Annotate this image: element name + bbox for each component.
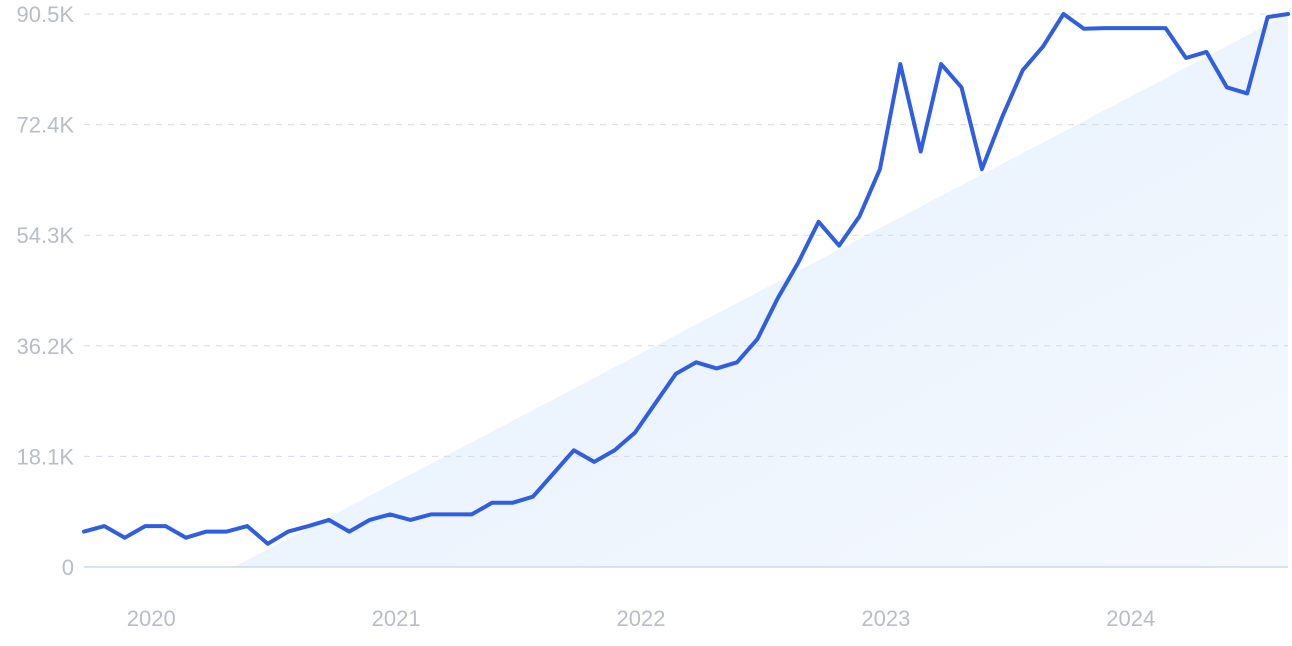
x-tick-label: 2021 xyxy=(372,606,421,631)
data-point xyxy=(878,167,882,171)
data-point xyxy=(858,214,862,218)
x-axis: 2020 2021 2022 2023 2024 xyxy=(127,606,1155,631)
x-tick-label: 2022 xyxy=(617,606,666,631)
data-point xyxy=(1266,15,1270,19)
series-line xyxy=(82,12,1290,546)
data-point xyxy=(1225,85,1229,89)
data-point xyxy=(980,167,984,171)
data-point xyxy=(715,366,719,370)
data-point xyxy=(225,530,229,534)
data-point xyxy=(592,460,596,464)
data-point xyxy=(307,524,311,528)
data-point xyxy=(653,401,657,405)
x-tick-label: 2020 xyxy=(127,606,176,631)
data-point xyxy=(817,220,821,224)
data-point xyxy=(511,501,515,505)
data-point xyxy=(1102,26,1106,30)
data-point xyxy=(102,524,106,528)
y-tick-label: 54.3K xyxy=(17,223,75,248)
data-point xyxy=(694,360,698,364)
data-point xyxy=(572,448,576,452)
data-point xyxy=(531,495,535,499)
data-point xyxy=(1123,26,1127,30)
y-tick-label: 72.4K xyxy=(17,113,75,138)
data-point xyxy=(919,150,923,154)
data-point xyxy=(327,518,331,522)
data-point xyxy=(429,512,433,516)
data-point xyxy=(1286,12,1290,16)
data-point xyxy=(347,530,351,534)
data-point xyxy=(388,512,392,516)
series-layer xyxy=(82,12,1290,546)
data-point xyxy=(286,530,290,534)
data-point xyxy=(1000,115,1004,119)
data-point xyxy=(1062,12,1066,16)
data-point xyxy=(1164,26,1168,30)
data-point xyxy=(266,542,270,546)
data-point xyxy=(1021,68,1025,72)
x-tick-label: 2024 xyxy=(1106,606,1155,631)
y-tick-label: 36.2K xyxy=(17,334,75,359)
data-point xyxy=(776,296,780,300)
y-axis: 0 18.1K 36.2K 54.3K 72.4K 90.5K xyxy=(17,2,75,580)
data-point xyxy=(164,524,168,528)
data-point xyxy=(1184,56,1188,60)
data-point xyxy=(674,372,678,376)
data-point xyxy=(755,337,759,341)
y-tick-label: 90.5K xyxy=(17,2,75,27)
data-point xyxy=(490,501,494,505)
data-point xyxy=(939,62,943,66)
grid-layer xyxy=(84,13,1288,568)
y-tick-label: 18.1K xyxy=(17,444,75,469)
data-point xyxy=(470,512,474,516)
trend-area-layer xyxy=(234,14,1288,567)
data-point xyxy=(960,85,964,89)
data-point xyxy=(551,472,555,476)
data-point xyxy=(409,518,413,522)
data-point xyxy=(837,244,841,248)
data-point xyxy=(123,536,127,540)
data-point xyxy=(1041,44,1045,48)
data-point xyxy=(633,431,637,435)
data-point xyxy=(143,524,147,528)
data-point xyxy=(735,360,739,364)
data-point xyxy=(1143,26,1147,30)
data-point xyxy=(1082,27,1086,31)
data-point xyxy=(898,62,902,66)
data-point xyxy=(1245,91,1249,95)
data-point xyxy=(796,261,800,265)
data-point xyxy=(368,518,372,522)
data-point xyxy=(184,536,188,540)
data-point xyxy=(1204,50,1208,54)
y-tick-label: 0 xyxy=(62,555,74,580)
data-point xyxy=(613,448,617,452)
x-tick-label: 2023 xyxy=(861,606,910,631)
data-point xyxy=(204,530,208,534)
data-point xyxy=(245,524,249,528)
trend-area xyxy=(234,14,1288,567)
data-point xyxy=(82,530,86,534)
data-point xyxy=(449,512,453,516)
